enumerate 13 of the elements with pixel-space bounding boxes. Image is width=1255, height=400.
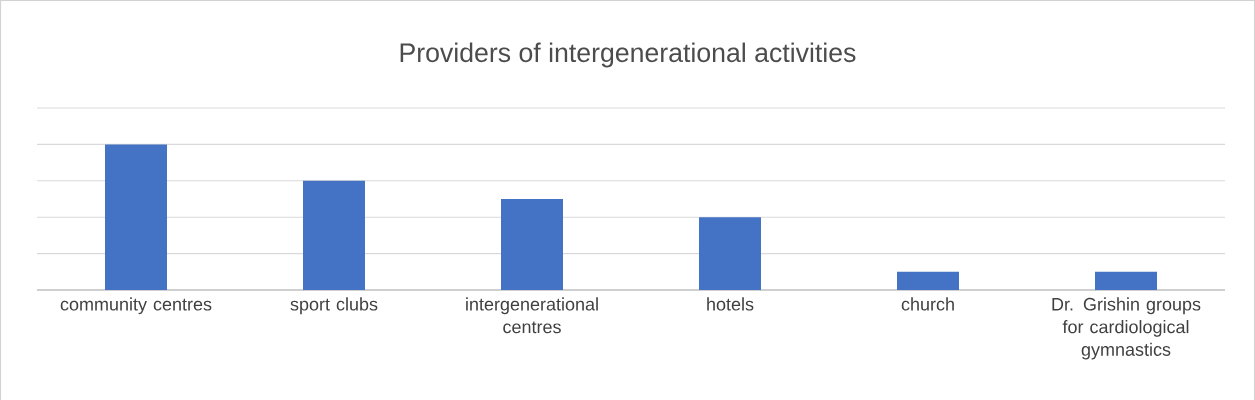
x-tick-label: community centres [60, 297, 212, 315]
bar [501, 199, 563, 290]
bar [897, 271, 960, 290]
bar [699, 217, 762, 290]
x-tick-label: church [901, 297, 954, 311]
x-tick-label: Dr. Grishin groups for cardiological gymnastics [1052, 297, 1201, 360]
bar [303, 180, 365, 290]
x-tick-label: hotels [707, 297, 754, 311]
chart-title: Providers of intergenerational activities [400, 42, 856, 68]
bar [105, 144, 167, 290]
bar [1095, 271, 1158, 290]
x-tick-label: sport clubs [290, 297, 378, 315]
x-tick-label: intergenerational centres [466, 297, 598, 334]
